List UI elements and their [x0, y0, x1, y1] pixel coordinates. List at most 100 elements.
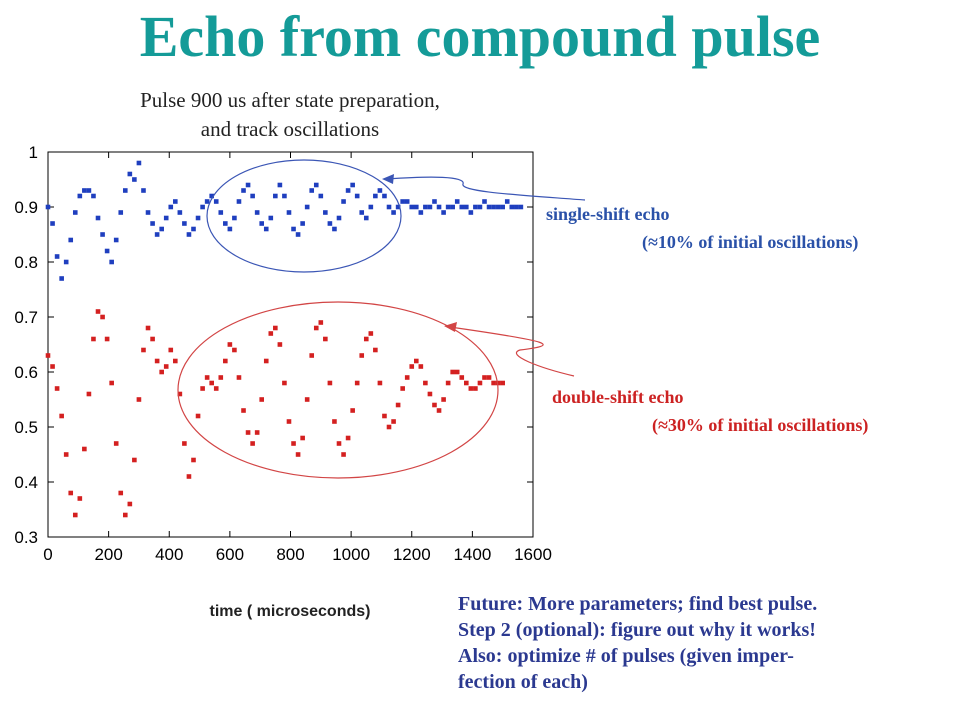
data-point [363, 336, 369, 342]
data-point [259, 221, 265, 226]
data-point [159, 226, 164, 232]
y-tick-label: 0.8 [14, 253, 38, 272]
data-point [464, 204, 469, 210]
data-point [354, 193, 360, 199]
y-tick-label: 0.5 [14, 418, 38, 437]
note-line: fection of each) [458, 671, 588, 693]
data-point [350, 182, 355, 188]
data-point [54, 254, 60, 259]
data-point [395, 402, 401, 408]
data-point [341, 199, 346, 204]
data-point [354, 380, 360, 386]
annotation-shapes [177, 159, 586, 479]
data-point [500, 204, 505, 210]
data-point [213, 386, 219, 391]
data-point [223, 221, 228, 226]
data-point [468, 386, 474, 391]
data-point [223, 358, 228, 364]
data-point [473, 204, 478, 210]
single-shift-label: single-shift echo [546, 204, 670, 224]
data-point [145, 210, 151, 215]
data-point [91, 336, 96, 342]
data-point [159, 369, 164, 375]
data-point [459, 204, 465, 210]
data-point [182, 221, 187, 226]
data-point [377, 380, 383, 386]
data-point [491, 204, 496, 210]
data-point [54, 386, 60, 391]
data-point [504, 199, 510, 204]
data-point [282, 193, 287, 199]
x-tick-label: 400 [155, 545, 183, 564]
data-point [50, 221, 55, 226]
data-point [241, 188, 246, 193]
data-point [59, 276, 64, 281]
data-point [404, 199, 410, 204]
data-point [113, 441, 119, 446]
data-point [332, 419, 337, 424]
data-point [295, 452, 301, 457]
data-point [327, 380, 333, 386]
y-tick-label: 0.6 [14, 363, 38, 382]
data-point [113, 237, 119, 243]
data-point [277, 342, 283, 347]
data-point [518, 204, 524, 210]
double-shift-arrow [449, 326, 575, 377]
data-point [259, 397, 265, 402]
data-point [413, 358, 419, 364]
y-tick-label: 0.3 [14, 528, 38, 547]
x-tick-label: 800 [276, 545, 304, 564]
y-tick-label: 1 [29, 143, 38, 162]
data-point [454, 369, 460, 375]
y-tick-label: 0.9 [14, 198, 38, 217]
note-line: Step 2 (optional): figure out why it wor… [458, 619, 816, 641]
data-point [304, 204, 310, 210]
data-point [77, 193, 83, 199]
data-point [323, 336, 328, 342]
data-point [254, 430, 260, 435]
data-point [500, 380, 505, 386]
data-point [486, 204, 492, 210]
data-point [104, 336, 110, 342]
y-tick-label: 0.7 [14, 308, 38, 327]
data-point [400, 386, 405, 391]
x-tick-label: 1600 [514, 545, 552, 564]
data-point [350, 408, 355, 413]
data-point [263, 358, 269, 364]
data-point [122, 512, 128, 518]
data-point [263, 226, 269, 232]
data-point [318, 193, 324, 199]
data-point [418, 210, 424, 215]
data-point [482, 375, 487, 380]
data-point [168, 347, 174, 353]
data-point [109, 380, 114, 386]
data-point [186, 474, 192, 479]
data-point [286, 210, 292, 215]
data-point [313, 325, 319, 331]
data-point [63, 259, 69, 265]
data-point [345, 188, 351, 193]
data-point [336, 215, 342, 221]
data-point [95, 309, 101, 314]
data-point [373, 193, 378, 199]
data-point [227, 226, 233, 232]
x-tick-label: 600 [216, 545, 244, 564]
data-point [86, 391, 92, 397]
data-point [309, 353, 315, 358]
data-point [182, 441, 187, 446]
data-point [459, 375, 465, 380]
double-shift-arrowhead [444, 322, 457, 332]
data-point [218, 210, 224, 215]
data-point [145, 325, 151, 331]
data-point [82, 446, 87, 452]
double-shift-label: double-shift echo [552, 387, 684, 407]
data-point [486, 375, 492, 380]
single-shift-detail: (≈10% of initial oscillations) [642, 232, 859, 252]
data-point [427, 204, 433, 210]
data-point [368, 331, 374, 336]
data-point [377, 188, 383, 193]
slide-title: Echo from compound pulse [139, 4, 821, 69]
data-point [95, 215, 101, 221]
data-point [118, 490, 124, 496]
